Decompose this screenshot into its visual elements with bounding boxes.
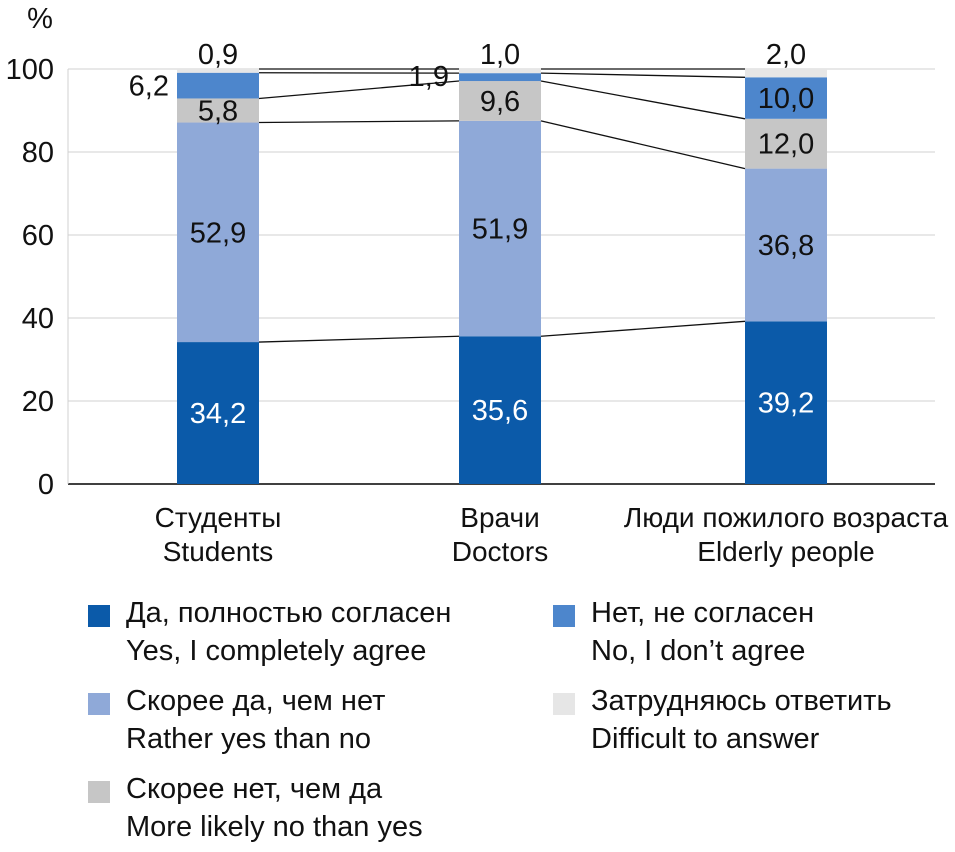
legend-label-line: More likely no than yes bbox=[126, 811, 423, 843]
connector-line bbox=[540, 80, 746, 120]
connector-line bbox=[258, 120, 460, 124]
category-label: Elderly people bbox=[697, 536, 874, 567]
category-label: Doctors bbox=[452, 536, 548, 567]
legend-swatch bbox=[553, 605, 575, 627]
legend-label: Скорее нет, чем да More likely no than ye… bbox=[126, 770, 423, 846]
bar-segment bbox=[745, 118, 827, 169]
legend-label: Скорее да, чем нет Rather yes than no bbox=[126, 682, 385, 758]
connector-line bbox=[540, 320, 746, 337]
bar-segment bbox=[459, 120, 541, 337]
connector-line bbox=[540, 120, 746, 170]
legend-label-line: Скорее нет, чем да bbox=[126, 773, 383, 805]
legend-label-line: Difficult to answer bbox=[591, 723, 820, 755]
category-label: Students bbox=[163, 536, 274, 567]
bar-segment bbox=[745, 168, 827, 322]
bars bbox=[177, 69, 827, 484]
bar-segment bbox=[177, 342, 259, 484]
data-label: 10,0 bbox=[758, 83, 814, 115]
legend-label: Да, полностью согласен Yes, I completely … bbox=[126, 594, 451, 670]
data-label: 2,0 bbox=[766, 39, 806, 71]
bar-segment bbox=[459, 73, 541, 82]
data-label: 51,9 bbox=[472, 214, 528, 246]
bar-segment bbox=[745, 69, 827, 78]
y-tick-label: 100 bbox=[6, 54, 54, 86]
legend-item: Да, полностью согласен Yes, I completely … bbox=[88, 594, 451, 670]
legend-item: Затрудняюсь ответить Difficult to answer bbox=[553, 682, 892, 758]
legend-label: Нет, не согласен No, I don’t agree bbox=[591, 594, 814, 670]
category-label: Студенты bbox=[155, 502, 282, 533]
data-labels: 34,2 35,6 39,2 52,9 51,9 36,8 5,8 9,6 12,0 6,2 1,9… bbox=[129, 39, 815, 430]
bar-segment bbox=[177, 122, 259, 343]
legend-label-line: Rather yes than no bbox=[126, 723, 372, 755]
legend-swatch bbox=[553, 693, 575, 715]
legend-swatch bbox=[88, 605, 110, 627]
bar-segment bbox=[459, 336, 541, 484]
data-label: 39,2 bbox=[758, 388, 814, 420]
data-label: 36,8 bbox=[758, 230, 814, 262]
legend-swatch bbox=[88, 781, 110, 803]
data-label: 34,2 bbox=[190, 398, 246, 430]
y-tick-label: 0 bbox=[38, 469, 54, 501]
y-axis-unit: % bbox=[27, 3, 53, 35]
legend-item: Нет, не согласен No, I don’t agree bbox=[553, 594, 814, 670]
connector-line bbox=[258, 335, 460, 343]
data-label: 35,6 bbox=[472, 395, 528, 427]
legend-item: Скорее нет, чем да More likely no than ye… bbox=[88, 770, 423, 846]
stacked-bar-chart: % 0 20 40 60 80 100 34,2 35,6 39,2 52,9 51,9 36,8 5… bbox=[6, 3, 949, 567]
data-label: 6,2 bbox=[129, 71, 169, 103]
data-label: 1,0 bbox=[480, 39, 520, 71]
bar-segment bbox=[745, 77, 827, 119]
bar-segment bbox=[177, 69, 259, 73]
legend-label-line: Yes, I completely agree bbox=[126, 635, 427, 667]
legend-swatch bbox=[88, 693, 110, 715]
legend-item: Скорее да, чем нет Rather yes than no bbox=[88, 682, 385, 758]
y-tick-label: 60 bbox=[22, 220, 54, 252]
connector-line bbox=[540, 72, 746, 78]
legend-label-line: Скорее да, чем нет bbox=[126, 685, 386, 717]
category-label: Врачи bbox=[460, 502, 539, 533]
data-label: 9,6 bbox=[480, 86, 520, 118]
y-tick-label: 80 bbox=[22, 137, 54, 169]
data-label: 1,9 bbox=[409, 61, 449, 93]
legend-label-line: No, I don’t agree bbox=[591, 635, 806, 667]
connector-lines bbox=[258, 68, 746, 343]
y-axis: % 0 20 40 60 80 100 bbox=[6, 3, 54, 501]
bar-segment bbox=[177, 98, 259, 123]
category-label: Люди пожилого возраста bbox=[624, 502, 949, 533]
bar-segment bbox=[459, 81, 541, 121]
data-label: 0,9 bbox=[198, 39, 238, 71]
y-tick-label: 20 bbox=[22, 386, 54, 418]
data-label: 12,0 bbox=[758, 129, 814, 161]
bar-segment bbox=[459, 69, 541, 74]
data-label: 5,8 bbox=[198, 96, 238, 128]
data-label: 52,9 bbox=[190, 217, 246, 249]
connector-line bbox=[258, 80, 460, 100]
y-tick-label: 40 bbox=[22, 303, 54, 335]
legend-label-line: Затрудняюсь ответить bbox=[591, 685, 892, 717]
bar-segment bbox=[745, 321, 827, 484]
legend-label: Затрудняюсь ответить Difficult to answer bbox=[591, 682, 892, 758]
bar-segment bbox=[177, 72, 259, 99]
